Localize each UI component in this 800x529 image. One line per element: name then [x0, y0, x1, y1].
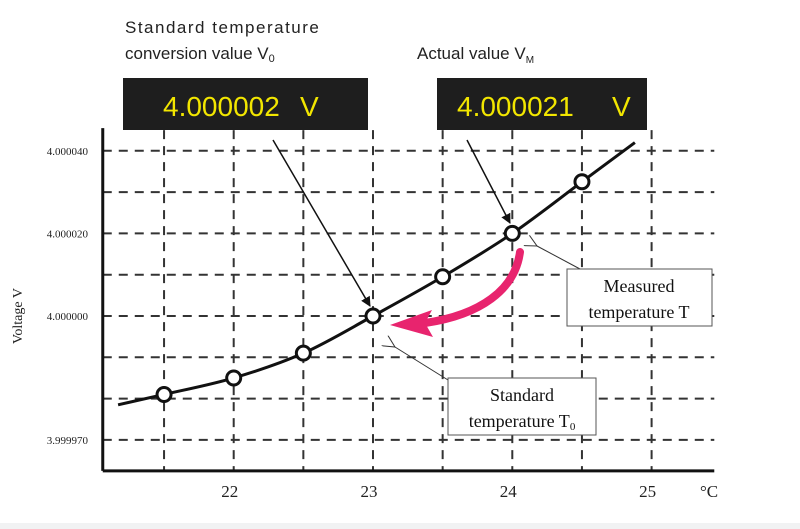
display-left-value: 4.000002 — [163, 91, 280, 122]
y-tick-label: 4.000000 — [47, 311, 89, 323]
data-point — [294, 344, 312, 362]
arrow-to-standard-point — [272, 139, 371, 307]
title-left-text: conversion value V — [125, 44, 269, 63]
y-tick-label: 4.000020 — [47, 228, 89, 240]
display-standard-value: 4.000002 V — [123, 78, 368, 130]
display-actual-value: 4.000021 V — [437, 78, 647, 130]
y-tick-label: 3.999970 — [47, 435, 89, 447]
data-point — [155, 385, 173, 403]
title-left-line1: Standard temperature — [125, 18, 320, 37]
axes — [101, 128, 715, 473]
data-points — [155, 173, 591, 403]
callout-measured-temperature: Measured temperature T — [537, 246, 713, 327]
pink-conversion-arrow — [390, 248, 524, 337]
x-tick-label: 22 — [221, 482, 238, 501]
title-right: Actual value VM — [417, 44, 534, 66]
title-right-subscript: M — [526, 55, 534, 66]
data-point — [225, 369, 243, 387]
tick-labels: 22 23 24 25 3.999970 4.000000 4.000020 4.000040 — [47, 146, 656, 501]
data-point — [434, 268, 452, 286]
data-point — [503, 224, 521, 242]
callout-measured-line2: temperature T — [588, 302, 689, 322]
y-tick-label: 4.000040 — [47, 146, 89, 158]
x-axis-unit: °C — [700, 482, 718, 501]
footer-bar — [0, 523, 800, 529]
callout-standard-line1: Standard — [490, 385, 554, 405]
title-left-subscript: 0 — [269, 53, 275, 65]
display-right-value: 4.000021 — [457, 91, 574, 122]
data-point — [573, 173, 591, 191]
callout-measured-line1: Measured — [604, 276, 675, 296]
x-tick-label: 25 — [639, 482, 656, 501]
display-left-unit: V — [300, 91, 319, 122]
display-right-unit: V — [612, 91, 631, 122]
x-tick-label: 23 — [361, 482, 378, 501]
callout-standard-text: temperature T — [469, 411, 570, 431]
title-left-line2: conversion value V0 — [125, 44, 275, 65]
voltage-curve — [117, 141, 636, 407]
callout-standard-subscript: 0 — [570, 421, 576, 433]
title-right-text: Actual value V — [417, 44, 526, 63]
y-axis-label: Voltage V — [11, 288, 26, 344]
x-tick-label: 24 — [500, 482, 518, 501]
arrow-to-measured-point — [466, 139, 511, 224]
callout-standard-temperature: Standard temperature T0 — [395, 347, 597, 436]
callout-standard-line2: temperature T0 — [469, 411, 576, 433]
data-point — [364, 307, 382, 325]
